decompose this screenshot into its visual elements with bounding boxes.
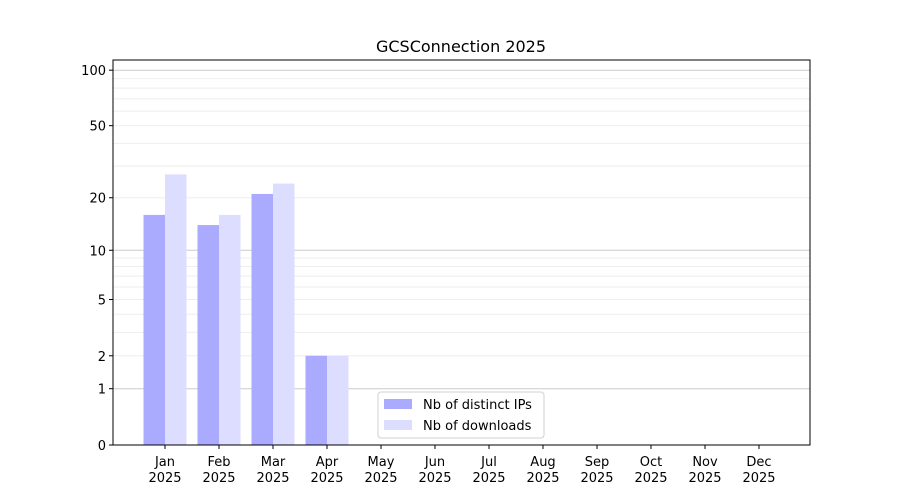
y-tick-label: 0 [98, 439, 106, 454]
x-tick-label: 2025 [202, 471, 235, 486]
bar [251, 193, 273, 445]
x-tick-label: Nov [692, 455, 718, 470]
legend-swatch [384, 399, 412, 409]
y-tick-label: 2 [98, 350, 106, 365]
bar [219, 214, 241, 445]
x-tick-label: 2025 [148, 471, 181, 486]
y-tick-label: 10 [89, 244, 106, 259]
legend-label: Nb of downloads [423, 419, 532, 434]
chart-title: GCSConnection 2025 [376, 37, 546, 56]
y-tick-label: 5 [98, 293, 106, 308]
y-tick-label: 50 [89, 120, 106, 135]
plot-frame [112, 59, 811, 446]
x-tick-label: Aug [530, 455, 555, 470]
x-tick-label: 2025 [634, 471, 667, 486]
y-tick-label: 20 [89, 192, 106, 207]
x-tick-label: 2025 [742, 471, 775, 486]
x-tick-label: Sep [585, 455, 610, 470]
y-tick-label: 1 [98, 383, 106, 398]
x-tick-label: Mar [261, 455, 286, 470]
bar [305, 355, 327, 445]
bar [165, 174, 187, 445]
x-tick-label: 2025 [472, 471, 505, 486]
x-tick-label: Apr [316, 455, 339, 470]
x-tick-label: Feb [207, 455, 230, 470]
x-tick-label: 2025 [526, 471, 559, 486]
x-tick-label: Jun [424, 455, 445, 470]
bar [273, 183, 295, 446]
bar [327, 355, 349, 445]
x-tick-label: 2025 [580, 471, 613, 486]
legend-swatch [384, 420, 412, 430]
y-tick-label: 100 [81, 64, 106, 79]
x-tick-label: 2025 [688, 471, 721, 486]
legend-box [377, 391, 545, 439]
legend-label: Nb of distinct IPs [423, 398, 532, 413]
x-tick-label: 2025 [310, 471, 343, 486]
x-tick-label: 2025 [364, 471, 397, 486]
bar [143, 214, 165, 445]
x-tick-label: May [368, 455, 395, 470]
x-tick-label: Oct [640, 455, 662, 470]
bar [197, 225, 219, 445]
x-tick-label: Dec [746, 455, 771, 470]
x-tick-label: Jul [480, 455, 497, 470]
x-tick-label: 2025 [418, 471, 451, 486]
x-tick-label: 2025 [256, 471, 289, 486]
x-tick-label: Jan [154, 455, 175, 470]
